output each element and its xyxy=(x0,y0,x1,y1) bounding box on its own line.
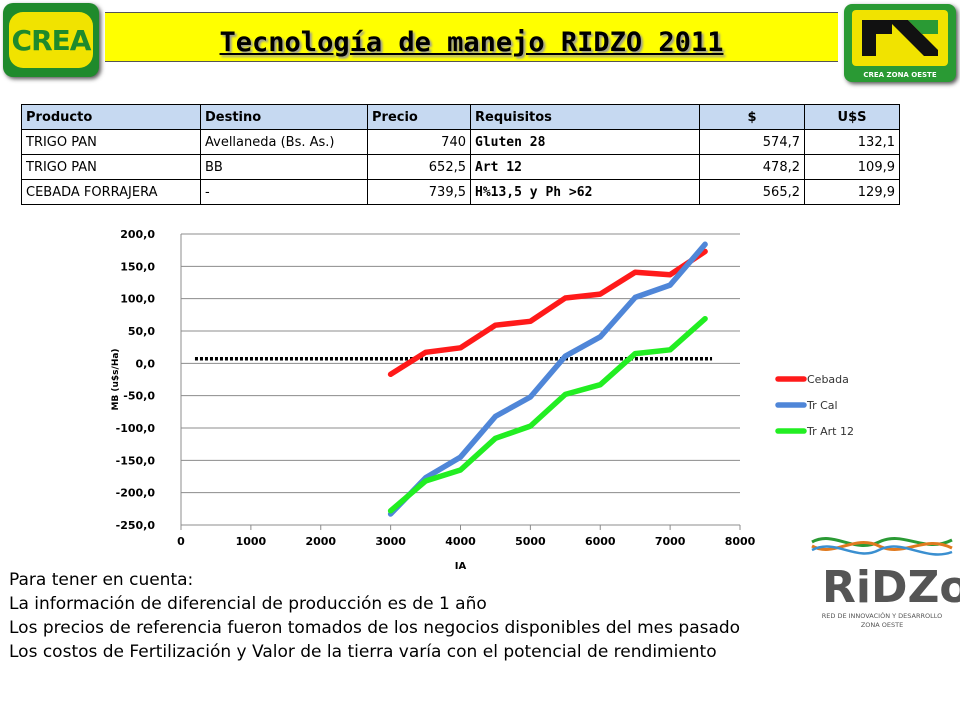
legend-label: Tr Art 12 xyxy=(806,425,854,438)
cell-destino: BB xyxy=(200,154,368,180)
table-row: CEBADA FORRAJERA - 739,5 H%13,5 y Ph >62… xyxy=(21,179,900,205)
x-tick-label: 2000 xyxy=(305,535,336,548)
cell-dolares: 129,9 xyxy=(804,179,900,205)
col-header-producto: Producto xyxy=(21,104,201,130)
crea-zona-oeste-logo: CREA ZONA OESTE xyxy=(844,4,956,82)
y-tick-label: -150,0 xyxy=(116,454,156,467)
ridzo-logo: RiDZo RED DE INNOVACIÓN Y DESARROLLO ZON… xyxy=(811,537,960,629)
notes-block: Para tener en cuenta: La información de … xyxy=(9,568,839,664)
cell-producto: TRIGO PAN xyxy=(21,129,201,155)
cell-requisitos: Gluten 28 xyxy=(470,129,700,155)
col-header-requisitos: Requisitos xyxy=(470,104,700,130)
x-tick-label: 6000 xyxy=(585,535,616,548)
x-tick-label: 1000 xyxy=(236,535,267,548)
legend-label: Tr Cal xyxy=(806,399,838,412)
cell-pesos: 478,2 xyxy=(699,154,805,180)
ridzo-caption-1: RED DE INNOVACIÓN Y DESARROLLO xyxy=(822,611,943,620)
cell-precio: 740 xyxy=(367,129,471,155)
mb-line-chart: 200,0 150,0 100,0 50,0 0,0 -50,0 -100,0 -150,0 -… xyxy=(111,228,854,572)
cell-pesos: 565,2 xyxy=(699,179,805,205)
cell-producto: CEBADA FORRAJERA xyxy=(21,179,201,205)
x-axis-title: IA xyxy=(455,561,467,572)
ridzo-wordmark: RiDZo xyxy=(822,562,960,613)
note-line: Los costos de Fertilización y Valor de l… xyxy=(9,642,717,662)
y-tick-label: 100,0 xyxy=(120,293,155,306)
y-tick-label: -250,0 xyxy=(116,519,156,532)
cell-destino: - xyxy=(200,179,368,205)
col-header-dolares: U$S xyxy=(804,104,900,130)
y-tick-label: 200,0 xyxy=(120,228,155,241)
title-bar: Tecnología de manejo RIDZO 2011 xyxy=(105,12,838,62)
col-header-precio: Precio xyxy=(367,104,471,130)
table-row: TRIGO PAN Avellaneda (Bs. As.) 740 Glute… xyxy=(21,129,900,155)
table-row: TRIGO PAN BB 652,5 Art 12 478,2 109,9 xyxy=(21,154,900,180)
zona-logo-caption: CREA ZONA OESTE xyxy=(863,71,937,79)
note-line: Los precios de referencia fueron tomados… xyxy=(9,618,741,638)
cell-requisitos: Art 12 xyxy=(470,154,700,180)
zona-logo-mark xyxy=(852,10,948,66)
col-header-destino: Destino xyxy=(200,104,368,130)
y-tick-label: -200,0 xyxy=(116,487,156,500)
note-line: Para tener en cuenta: xyxy=(9,570,194,590)
zona-logo-shape xyxy=(862,20,938,56)
col-header-pesos: $ xyxy=(699,104,805,130)
y-tick-label: -50,0 xyxy=(123,390,155,403)
table-header-row: Producto Destino Precio Requisitos $ U$S xyxy=(21,104,900,130)
x-tick-label: 8000 xyxy=(725,535,756,548)
y-tick-label: 150,0 xyxy=(120,260,155,273)
series-line-cebada xyxy=(387,248,708,378)
crea-logo-text: CREA xyxy=(11,23,92,57)
series-line-tr-cal xyxy=(387,241,708,517)
crea-logo-inner: CREA xyxy=(9,12,93,68)
cell-destino: Avellaneda (Bs. As.) xyxy=(200,129,368,155)
page-title: Tecnología de manejo RIDZO 2011 xyxy=(219,27,724,58)
x-tick-label: 0 xyxy=(177,535,185,548)
cell-precio: 652,5 xyxy=(367,154,471,180)
y-tick-label: 0,0 xyxy=(136,357,156,370)
cell-dolares: 109,9 xyxy=(804,154,900,180)
legend-label: Cebada xyxy=(807,373,849,386)
ridzo-caption-2: ZONA OESTE xyxy=(861,621,903,629)
cell-pesos: 574,7 xyxy=(699,129,805,155)
x-tick-label: 3000 xyxy=(375,535,406,548)
crea-logo: CREA xyxy=(3,3,99,77)
prices-table: Producto Destino Precio Requisitos $ U$S… xyxy=(21,104,900,205)
cell-producto: TRIGO PAN xyxy=(21,154,201,180)
cell-precio: 739,5 xyxy=(367,179,471,205)
x-tick-label: 7000 xyxy=(655,535,686,548)
y-axis-title: MB (u$s/Ha) xyxy=(111,348,121,410)
cell-requisitos: H%13,5 y Ph >62 xyxy=(470,179,700,205)
series-line-tr-art-12 xyxy=(387,315,708,514)
y-tick-label: -100,0 xyxy=(116,422,156,435)
x-tick-label: 4000 xyxy=(445,535,476,548)
y-tick-label: 50,0 xyxy=(128,325,155,338)
note-line: La información de diferencial de producc… xyxy=(9,594,487,614)
cell-dolares: 132,1 xyxy=(804,129,900,155)
x-tick-label: 5000 xyxy=(515,535,546,548)
